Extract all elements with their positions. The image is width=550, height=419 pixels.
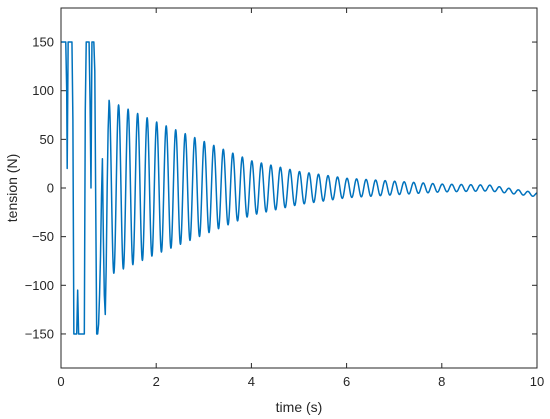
x-tick-label: 10 [530, 374, 544, 389]
plot-frame [60, 7, 538, 369]
y-tick-label: 150 [32, 35, 54, 50]
x-tick-label: 8 [438, 374, 445, 389]
x-axis-label: time (s) [276, 399, 323, 415]
plot-area [61, 8, 537, 368]
y-axis-label: tension (N) [4, 154, 20, 222]
y-tick-label: 0 [47, 181, 54, 196]
axis-tick-labels: 0 2 4 6 8 10 150 100 50 0 −50 −100 −150 [25, 35, 545, 389]
y-tick-label: −50 [32, 229, 54, 244]
y-tick-label: 50 [40, 132, 54, 147]
y-tick-label: −150 [25, 326, 54, 341]
y-tick-label: 100 [32, 83, 54, 98]
x-tick-label: 4 [248, 374, 255, 389]
x-tick-label: 2 [153, 374, 160, 389]
x-tick-label: 0 [57, 374, 64, 389]
y-tick-label: −100 [25, 278, 54, 293]
x-tick-label: 6 [343, 374, 350, 389]
series-line [61, 41, 538, 335]
